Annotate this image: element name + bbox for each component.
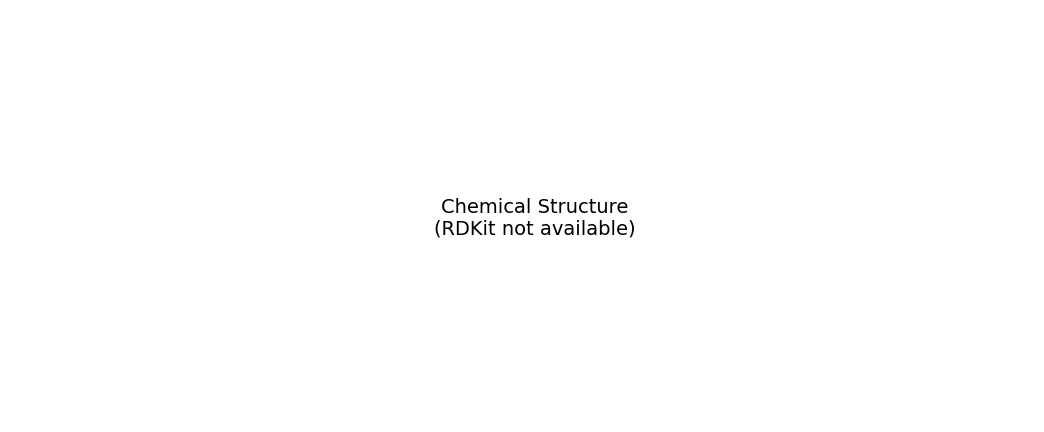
Text: Chemical Structure
(RDKit not available): Chemical Structure (RDKit not available) [434,198,636,238]
